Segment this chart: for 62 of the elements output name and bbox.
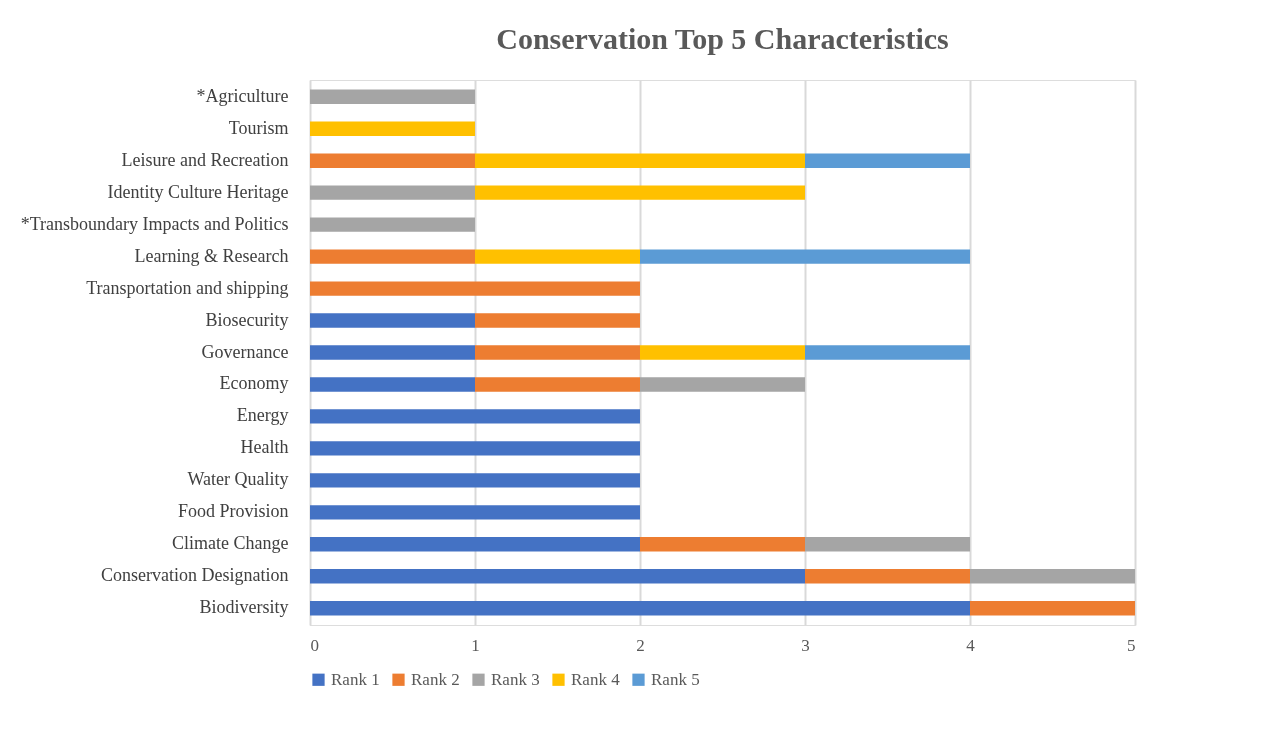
bar — [310, 249, 475, 264]
bar — [475, 185, 805, 200]
y-tick-label: Biodiversity — [199, 597, 289, 618]
bar — [310, 505, 640, 520]
x-tick-label: 1 — [471, 635, 480, 655]
bar — [310, 89, 475, 104]
bar — [310, 569, 805, 584]
x-tick-label: 2 — [636, 635, 645, 655]
bar — [310, 153, 475, 168]
y-tick-label: Tourism — [228, 117, 289, 138]
bar — [310, 281, 640, 296]
bar — [310, 473, 640, 488]
bar — [805, 153, 970, 168]
bar — [640, 537, 805, 552]
y-tick-label: Climate Change — [172, 533, 289, 554]
y-tick-label: Conservation Designation — [101, 565, 289, 586]
y-tick-label: Food Provision — [177, 501, 289, 522]
bar — [640, 377, 805, 392]
legend-label: Rank 5 — [651, 669, 700, 689]
bar — [310, 377, 475, 392]
x-tick-label: 5 — [1127, 635, 1136, 655]
bar — [640, 345, 805, 360]
bar — [805, 537, 970, 552]
bar — [805, 345, 970, 360]
bar — [310, 313, 475, 328]
y-tick-label: Transportation and shipping — [86, 277, 289, 298]
bar — [310, 121, 475, 136]
x-tick-label: 3 — [801, 635, 810, 655]
y-tick-label: Water Quality — [187, 469, 289, 490]
bar — [475, 249, 640, 264]
y-tick-label: Learning & Research — [134, 245, 289, 266]
bar — [310, 601, 970, 616]
bar — [475, 377, 640, 392]
bar — [640, 249, 970, 264]
bar — [310, 441, 640, 456]
bar — [970, 601, 1135, 616]
legend-label: Rank 4 — [571, 669, 621, 689]
y-tick-label: Identity Culture Heritage — [107, 181, 289, 202]
bar — [475, 153, 805, 168]
y-tick-label: Economy — [219, 373, 289, 394]
bar — [310, 345, 475, 360]
bar — [310, 217, 475, 232]
bar — [310, 537, 640, 552]
y-tick-label: Governance — [201, 341, 289, 362]
x-tick-label: 0 — [310, 635, 319, 655]
bar — [310, 185, 475, 200]
bar — [475, 313, 640, 328]
y-tick-label: *Agriculture — [196, 85, 289, 106]
y-tick-label: *Transboundary Impacts and Politics — [20, 213, 289, 234]
bar — [475, 345, 640, 360]
y-tick-label: Energy — [236, 405, 289, 426]
bar — [310, 409, 640, 424]
bar — [805, 569, 970, 584]
bar — [970, 569, 1135, 584]
y-tick-label: Leisure and Recreation — [121, 149, 289, 170]
y-tick-label: Health — [240, 437, 289, 458]
x-tick-label: 4 — [966, 635, 976, 655]
chart-title: Conservation Top 5 Characteristics — [496, 22, 949, 55]
legend-label: Rank 2 — [411, 669, 460, 689]
y-tick-label: Biosecurity — [205, 309, 289, 330]
legend-label: Rank 3 — [491, 669, 540, 689]
legend-label: Rank 1 — [331, 669, 380, 689]
